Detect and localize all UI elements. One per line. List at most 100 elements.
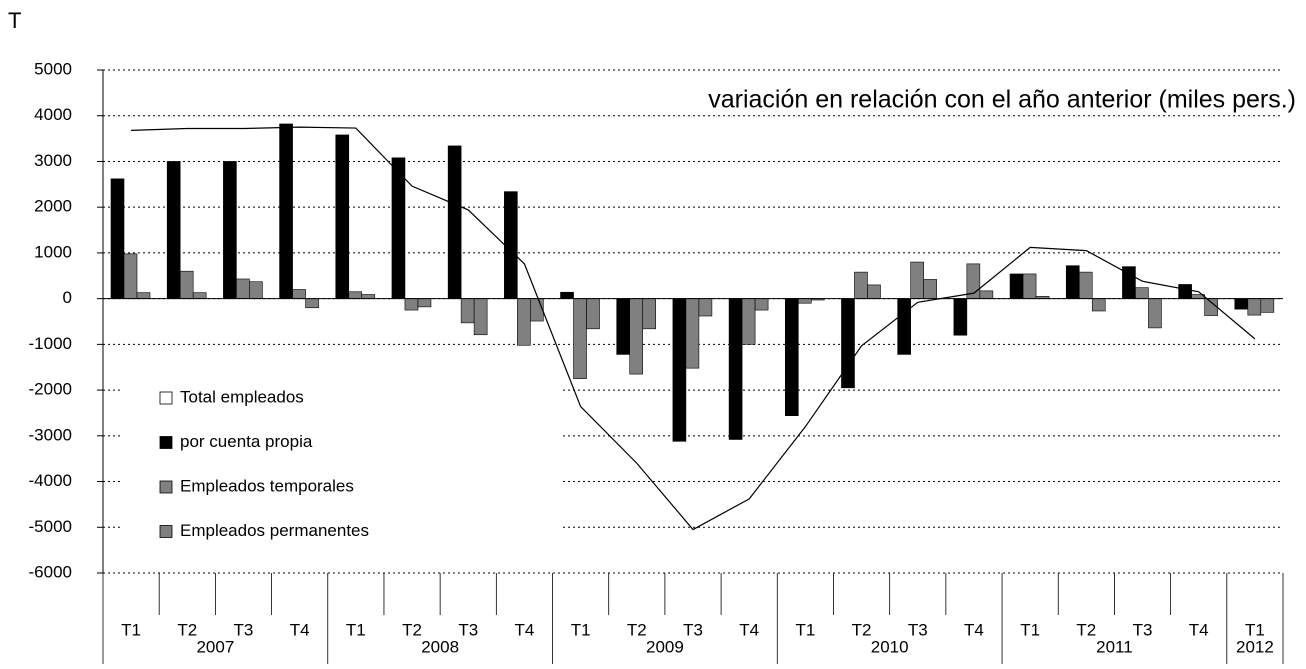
bar — [586, 298, 600, 330]
x-tick-label: T4 — [1189, 620, 1209, 639]
bar — [123, 253, 138, 299]
bar — [1204, 298, 1218, 316]
year-label: 2007 — [196, 637, 234, 656]
bar — [236, 278, 250, 299]
bar — [923, 279, 937, 299]
x-tick-label: T1 — [795, 620, 815, 639]
legend-label: por cuenta propia — [180, 432, 313, 451]
y-tick-label: 5000 — [34, 59, 72, 78]
bar — [897, 298, 911, 355]
y-tick-label: -5000 — [29, 517, 72, 536]
bar — [784, 298, 799, 416]
bar — [166, 161, 181, 299]
legend-background — [122, 376, 562, 546]
bar — [642, 298, 657, 330]
bar — [698, 298, 713, 317]
x-tick-label: T4 — [290, 620, 310, 639]
bars — [110, 123, 1275, 442]
bar — [728, 298, 743, 440]
bar — [560, 291, 574, 299]
bar — [672, 298, 687, 442]
year-label: 2011 — [1096, 637, 1133, 656]
bar — [279, 123, 293, 299]
bar — [841, 298, 855, 389]
bar — [1260, 298, 1275, 313]
bar — [223, 161, 237, 299]
bar — [361, 294, 376, 299]
bar — [1234, 298, 1249, 310]
bar — [797, 298, 812, 304]
legend-swatch — [159, 436, 173, 449]
bar — [1009, 273, 1024, 299]
bar — [249, 281, 263, 299]
bar — [110, 178, 125, 299]
bar — [629, 298, 644, 375]
x-tick-label: T3 — [683, 620, 703, 639]
x-tick-label: T2 — [852, 620, 872, 639]
y-tick-label: 3000 — [34, 151, 72, 170]
x-tick-label: T2 — [627, 620, 647, 639]
y-tick-label: 2000 — [34, 197, 72, 216]
bar — [136, 292, 151, 299]
y-tick-label: 4000 — [34, 105, 72, 124]
bar — [179, 270, 194, 299]
y-tick-label: -3000 — [29, 425, 72, 444]
x-tick-label: T4 — [515, 620, 535, 639]
bar — [1178, 284, 1192, 299]
x-tick-label: T1 — [346, 620, 366, 639]
bar — [754, 298, 769, 311]
bar — [504, 191, 518, 299]
bar — [1091, 298, 1106, 312]
bar — [854, 271, 868, 299]
y-tick-label: -4000 — [29, 471, 72, 490]
x-tick-label: T3 — [1133, 620, 1153, 639]
bar — [460, 298, 475, 324]
x-tick-label: T3 — [234, 620, 254, 639]
bar — [1022, 273, 1037, 299]
bar — [404, 298, 419, 311]
x-tick-label: T2 — [402, 620, 422, 639]
x-tick-label: T3 — [908, 620, 928, 639]
bar — [530, 298, 544, 322]
legend-swatch — [159, 525, 173, 538]
chart-title: T — [8, 8, 21, 33]
y-tick-label: -1000 — [29, 334, 72, 353]
bar — [335, 134, 350, 299]
bar — [447, 145, 462, 299]
bar — [348, 291, 363, 299]
legend-label: Total empleados — [180, 387, 304, 406]
x-tick-label: T3 — [458, 620, 478, 639]
x-tick-label: T2 — [177, 620, 197, 639]
legend-swatch — [159, 391, 173, 405]
bar — [741, 298, 756, 345]
year-label: 2010 — [871, 637, 909, 656]
legend-swatch — [159, 480, 173, 494]
bar — [979, 290, 994, 299]
year-label: 2008 — [421, 637, 459, 656]
bar — [685, 298, 700, 369]
y-tick-label: -2000 — [29, 380, 72, 399]
legend-label: Empleados temporales — [180, 476, 354, 495]
year-label: 2012 — [1236, 637, 1274, 656]
bar — [573, 298, 587, 379]
bar — [391, 157, 406, 299]
bar — [1148, 298, 1162, 329]
annotation: variación en relación con el año anterio… — [708, 86, 1296, 114]
bar — [292, 289, 306, 299]
legend-label: Empleados permanentes — [180, 521, 369, 540]
bar — [417, 298, 432, 308]
bar — [1078, 271, 1093, 299]
y-tick-label: 0 — [63, 288, 72, 307]
x-tick-label: T1 — [571, 620, 591, 639]
x-tick-label: T4 — [964, 620, 984, 639]
x-tick-label: T1 — [1245, 620, 1265, 639]
bar — [473, 298, 488, 336]
x-tick-label: T4 — [739, 620, 759, 639]
bar — [867, 284, 881, 299]
bar — [910, 261, 924, 299]
bar — [305, 298, 319, 309]
x-tick-label: T2 — [1076, 620, 1096, 639]
y-tick-label: -6000 — [29, 562, 72, 581]
bar — [953, 298, 968, 336]
